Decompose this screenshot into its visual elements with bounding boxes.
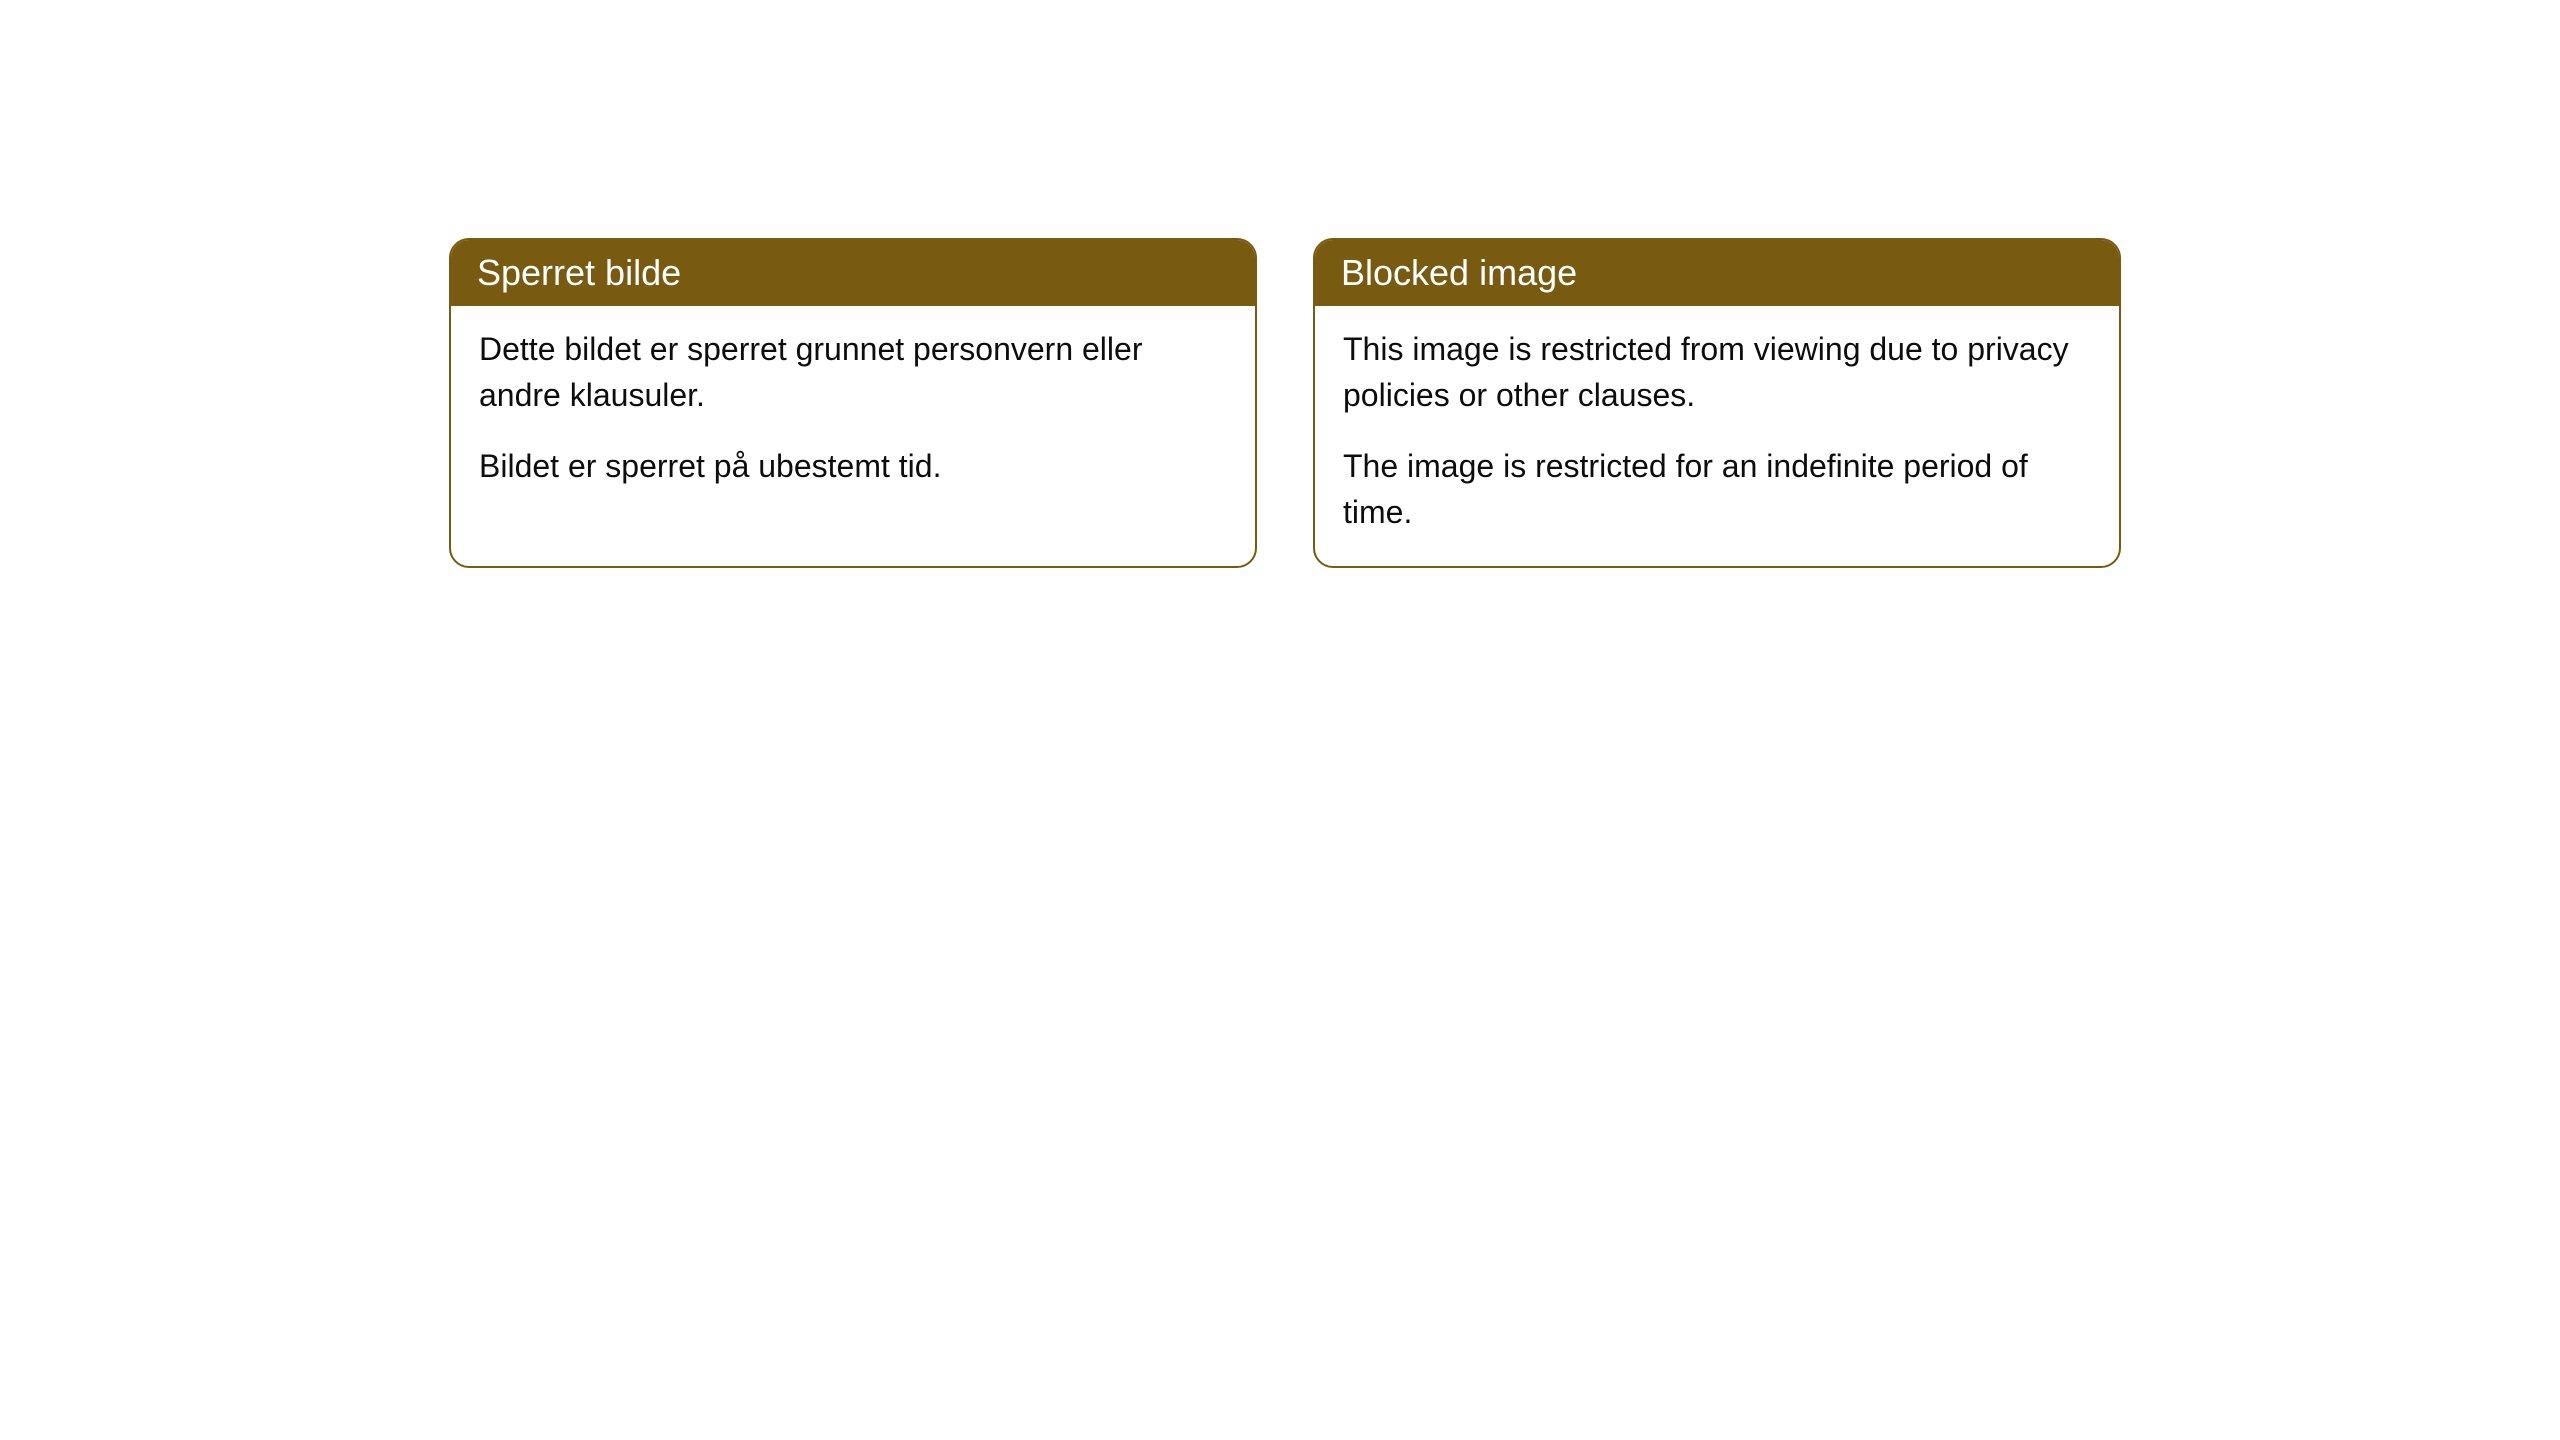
card-paragraph-no-2: Bildet er sperret på ubestemt tid. bbox=[479, 443, 1227, 489]
card-body-no: Dette bildet er sperret grunnet personve… bbox=[451, 306, 1255, 519]
card-body-en: This image is restricted from viewing du… bbox=[1315, 306, 2119, 566]
cards-container: Sperret bilde Dette bildet er sperret gr… bbox=[449, 238, 2121, 568]
blocked-image-card-no: Sperret bilde Dette bildet er sperret gr… bbox=[449, 238, 1257, 568]
card-header-no: Sperret bilde bbox=[451, 240, 1255, 306]
card-paragraph-en-1: This image is restricted from viewing du… bbox=[1343, 326, 2091, 419]
card-header-en: Blocked image bbox=[1315, 240, 2119, 306]
blocked-image-card-en: Blocked image This image is restricted f… bbox=[1313, 238, 2121, 568]
card-paragraph-no-1: Dette bildet er sperret grunnet personve… bbox=[479, 326, 1227, 419]
card-paragraph-en-2: The image is restricted for an indefinit… bbox=[1343, 443, 2091, 536]
